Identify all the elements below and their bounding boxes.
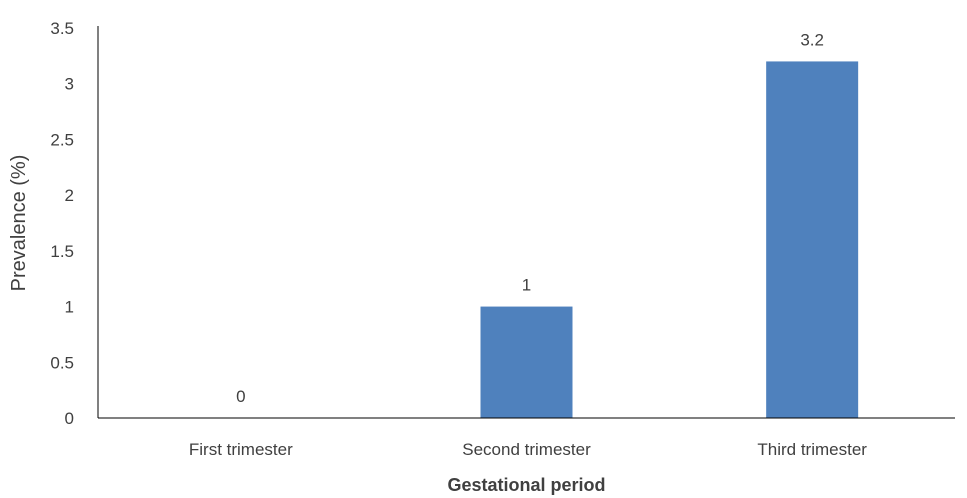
y-tick-label: 2 xyxy=(65,186,74,205)
y-axis-title: Prevalence (%) xyxy=(8,155,30,292)
x-tick-label: First trimester xyxy=(189,440,293,459)
data-labels: 013.2 xyxy=(236,30,824,406)
y-axis-tick-labels: 0 0.5 1 1.5 2 2.5 3 3.5 xyxy=(50,19,74,428)
y-tick-label: 3.5 xyxy=(50,19,74,38)
x-tick-label: Second trimester xyxy=(462,440,591,459)
y-tick-label: 2.5 xyxy=(50,130,74,149)
y-tick-label: 1.5 xyxy=(50,242,74,261)
x-tick-label: Third trimester xyxy=(757,440,867,459)
bar-value-label: 1 xyxy=(522,276,531,295)
bars xyxy=(480,61,859,419)
bar-value-label: 3.2 xyxy=(800,30,824,49)
bar xyxy=(766,61,859,419)
x-axis-title: Gestational period xyxy=(447,475,605,495)
y-tick-label: 3 xyxy=(65,75,74,94)
y-tick-label: 0 xyxy=(65,409,74,428)
bar xyxy=(480,306,573,418)
y-tick-label: 1 xyxy=(65,298,74,317)
bar-value-label: 0 xyxy=(236,387,245,406)
x-axis-tick-labels: First trimester Second trimester Third tri… xyxy=(189,440,867,459)
y-tick-label: 0.5 xyxy=(50,353,74,372)
